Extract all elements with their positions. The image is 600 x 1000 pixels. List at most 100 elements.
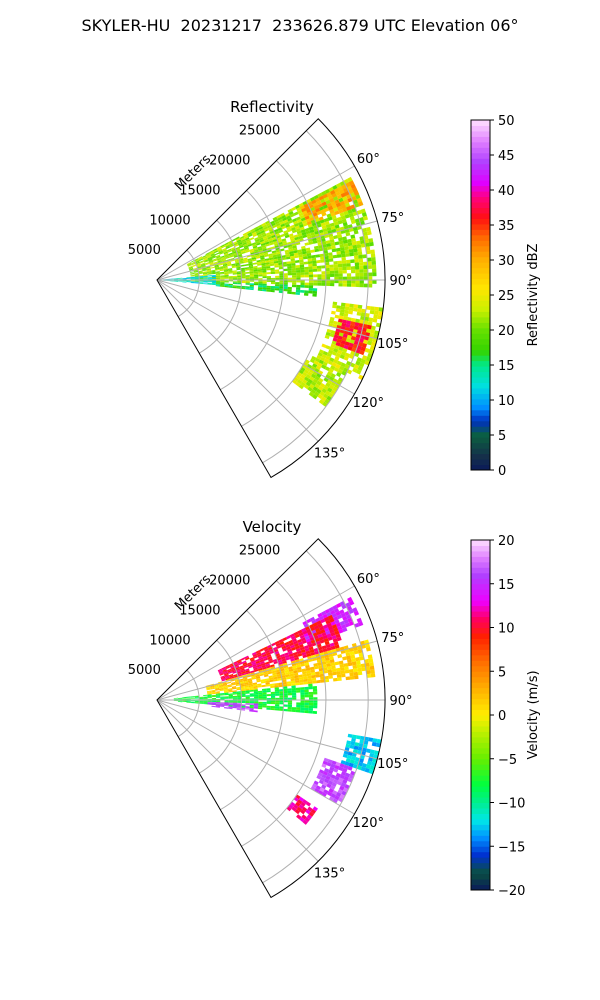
range-ring xyxy=(262,550,369,884)
colorbar-band xyxy=(471,223,490,230)
colorbar-band xyxy=(471,627,490,634)
colorbar-band xyxy=(471,163,490,170)
colorbar-band xyxy=(471,267,490,274)
colorbar-band xyxy=(471,709,490,716)
colorbar-band xyxy=(471,797,490,803)
colorbar-band xyxy=(471,846,490,853)
colorbar-tick-label: −15 xyxy=(498,840,525,855)
colorbar-band xyxy=(471,262,490,269)
colorbar-band xyxy=(471,202,490,208)
colorbar-band xyxy=(471,141,490,148)
colorbar-band xyxy=(471,251,490,258)
angle-tick-label: 135° xyxy=(314,867,345,882)
colorbar-band xyxy=(471,305,490,312)
sector-frame xyxy=(156,118,386,479)
echo-region xyxy=(286,794,319,825)
radial-tick-label: 25000 xyxy=(239,124,280,139)
colorbar-band xyxy=(471,605,490,612)
colorbar-band xyxy=(471,720,490,727)
colorbar-band xyxy=(471,698,490,705)
colorbar-band xyxy=(471,665,490,672)
colorbar-band xyxy=(471,654,490,661)
colorbar-band xyxy=(471,207,490,214)
colorbar-band xyxy=(471,300,490,307)
colorbar-band xyxy=(471,382,490,389)
echo-region xyxy=(340,733,382,775)
colorbar-band xyxy=(471,180,490,187)
colorbar-band xyxy=(471,780,490,787)
colorbar-tick-label: 30 xyxy=(498,254,515,269)
colorbar-band xyxy=(471,704,490,711)
colorbar-band xyxy=(471,245,490,252)
colorbar-band xyxy=(471,338,490,345)
echo-region xyxy=(332,318,372,356)
colorbar-band xyxy=(471,366,490,373)
colorbar-band xyxy=(471,437,490,444)
colorbar-band xyxy=(471,371,490,378)
colorbar-band xyxy=(471,191,490,198)
colorbar-band xyxy=(471,174,490,181)
colorbar-band xyxy=(471,747,490,754)
colorbar-tick-label: 45 xyxy=(498,149,515,164)
echo-region xyxy=(215,282,318,297)
colorbar-tick-label: 0 xyxy=(498,464,506,479)
colorbar-band xyxy=(471,540,490,546)
angle-tick-label: 75° xyxy=(381,211,404,226)
colorbar-band xyxy=(471,169,490,176)
colorbar-tick-label: 20 xyxy=(498,324,515,339)
colorbar-band xyxy=(471,649,490,656)
radial-tick-label: 20000 xyxy=(209,154,250,169)
radial-tick-label: 15000 xyxy=(179,603,220,618)
colorbar-band xyxy=(471,851,490,858)
colorbar-band xyxy=(471,284,490,291)
colorbar-band xyxy=(471,775,490,782)
colorbar-band xyxy=(471,125,490,132)
colorbar-band xyxy=(471,420,490,427)
colorbar-band xyxy=(471,715,490,721)
radar-echoes xyxy=(173,596,382,825)
angle-tick-label: 105° xyxy=(377,757,408,772)
colorbar-band xyxy=(471,256,490,263)
echo-region xyxy=(207,701,259,713)
colorbar-band xyxy=(471,671,490,678)
colorbar-band xyxy=(471,561,490,568)
colorbar-band xyxy=(471,873,490,880)
sector-frame xyxy=(156,538,386,899)
angle-tick-label: 90° xyxy=(390,694,413,709)
colorbar-band xyxy=(471,453,490,460)
colorbar-band xyxy=(471,311,490,318)
radar-echoes xyxy=(157,176,384,408)
colorbar-band xyxy=(471,616,490,623)
colorbar-band xyxy=(471,622,490,628)
colorbar-band xyxy=(471,786,490,793)
colorbar-band xyxy=(471,862,490,869)
colorbar-tick-label: 20 xyxy=(498,534,515,549)
colorbar-band xyxy=(471,884,490,891)
colorbar-band xyxy=(471,802,490,809)
colorbar-tick-label: 10 xyxy=(498,394,515,409)
colorbar-band xyxy=(471,398,490,405)
echo-region xyxy=(299,180,364,226)
panel-reflectivity: Reflectivity500010000150002000025000Mete… xyxy=(128,98,541,479)
colorbar-band xyxy=(471,660,490,667)
angle-tick-label: 120° xyxy=(353,396,384,411)
colorbar-band xyxy=(471,840,490,847)
colorbar-band xyxy=(471,393,490,400)
colorbar-tick-label: 15 xyxy=(498,359,515,374)
polar-grid xyxy=(156,130,385,464)
azimuth-spoke xyxy=(156,699,378,760)
colorbar-band xyxy=(471,807,490,814)
colorbar-band xyxy=(471,764,490,771)
angle-tick-label: 120° xyxy=(353,816,384,831)
colorbar-band xyxy=(471,464,490,471)
colorbar-band xyxy=(471,857,490,864)
colorbar-band xyxy=(471,611,490,618)
colorbar-band xyxy=(471,813,490,820)
colorbar-band xyxy=(471,835,490,842)
colorbar-tick-label: 15 xyxy=(498,578,515,593)
colorbar-band xyxy=(471,676,490,683)
echo-region xyxy=(217,614,342,682)
colorbar-band xyxy=(471,459,490,466)
